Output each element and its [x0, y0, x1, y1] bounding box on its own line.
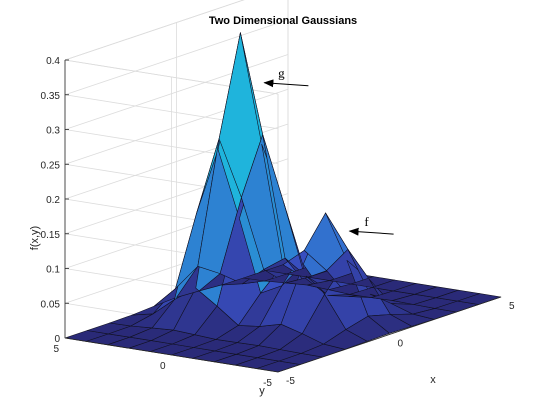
annotation-label: f	[364, 214, 369, 229]
x-tick-label: 5	[509, 301, 515, 312]
axis-ticks: 00.050.10.150.20.250.30.350.4-505-505	[41, 56, 515, 389]
annotation-label: g	[278, 66, 285, 81]
z-tick-label: 0	[54, 334, 60, 345]
x-axis-line	[277, 296, 502, 373]
grid-line	[64, 19, 289, 96]
grid-line	[64, 54, 289, 130]
annotations: gf	[263, 66, 394, 236]
y-tick-label: -5	[263, 378, 272, 389]
x-axis-label: x	[430, 374, 436, 386]
chart-title: Two Dimensional Gaussians	[209, 15, 357, 27]
z-tick-label: 0.05	[41, 299, 61, 310]
z-tick-label: 0.15	[41, 230, 61, 241]
z-tick-label: 0.25	[41, 160, 61, 171]
annotation-arrow	[348, 227, 394, 236]
z-tick-label: 0.2	[46, 195, 60, 206]
box-edge	[64, 0, 245, 61]
annotation-arrow	[263, 79, 309, 88]
z-axis-label: f(x,y)	[29, 226, 41, 250]
z-tick-label: 0.1	[46, 265, 60, 276]
y-axis-line	[64, 337, 279, 373]
x-tick-label: -5	[286, 376, 295, 387]
z-tick-label: 0.4	[46, 56, 60, 67]
y-tick-label: 5	[53, 344, 59, 355]
y-axis-label: y	[259, 385, 265, 397]
x-tick-label: 0	[398, 339, 404, 350]
y-tick-label: 0	[160, 361, 166, 372]
z-tick-label: 0.35	[41, 91, 61, 102]
z-tick-label: 0.3	[46, 126, 60, 137]
surface-plot	[64, 32, 502, 373]
